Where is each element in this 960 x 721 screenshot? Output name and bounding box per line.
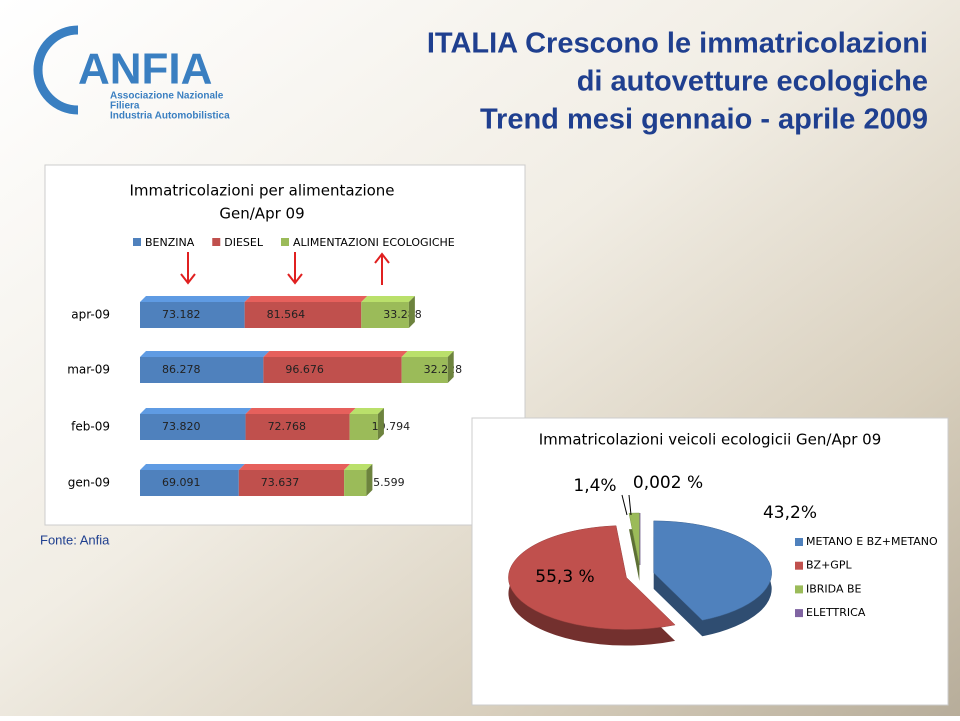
- logo-name: ANFIA: [78, 45, 212, 94]
- slide-title: ITALIA Crescono le immatricolazioni: [427, 28, 928, 60]
- value-label: 69.091: [162, 476, 201, 489]
- legend-label: ALIMENTAZIONI ECOLOGICHE: [293, 236, 455, 249]
- value-label: 73.637: [261, 476, 300, 489]
- value-label: 19.794: [372, 420, 411, 433]
- category-label: feb-09: [71, 420, 110, 434]
- bar-top: [361, 296, 415, 302]
- logo-line: Industria Automobilistica: [110, 111, 230, 122]
- bar-top: [140, 464, 245, 470]
- category-label: apr-09: [71, 308, 110, 322]
- slide-title: di autovetture ecologiche: [577, 66, 928, 98]
- bar-top: [350, 408, 384, 414]
- value-label: 0,002 %: [633, 473, 703, 493]
- bar-top: [263, 351, 407, 357]
- bar: [263, 357, 401, 383]
- value-label: 81.564: [267, 308, 306, 321]
- slide-title: Trend mesi gennaio - aprile 2009: [480, 104, 928, 136]
- source: Fonte: Anfia: [40, 532, 110, 547]
- bar: [140, 357, 263, 383]
- legend-swatch: [795, 609, 803, 617]
- value-label: 86.278: [162, 363, 201, 376]
- value-label: 33.288: [383, 308, 422, 321]
- chart-title: Immatricolazioni per alimentazione: [129, 182, 394, 200]
- legend-label: METANO E BZ+METANO: [806, 535, 938, 548]
- value-label: 73.820: [162, 420, 201, 433]
- value-label: 43,2%: [763, 503, 817, 523]
- category-label: mar-09: [67, 363, 110, 377]
- bar: [344, 470, 366, 496]
- legend-swatch: [795, 562, 803, 570]
- bar-top: [140, 351, 269, 357]
- legend-label: BZ+GPL: [806, 559, 852, 572]
- legend-label: IBRIDA BE: [806, 582, 862, 595]
- value-label: 32.228: [424, 363, 463, 376]
- bar-top: [245, 296, 368, 302]
- legend-swatch: [133, 238, 141, 246]
- legend-label: ELETTRICA: [806, 606, 866, 619]
- legend-swatch: [212, 238, 220, 246]
- value-label: 1,4%: [573, 476, 616, 496]
- legend-swatch: [795, 585, 803, 593]
- chart-title: Gen/Apr 09: [219, 205, 304, 223]
- bar-top: [140, 408, 252, 414]
- value-label: 55,3 %: [535, 567, 594, 587]
- value-label: 96.676: [285, 363, 324, 376]
- chart-title: Immatricolazioni veicoli ecologicii Gen/…: [539, 431, 882, 449]
- bar-top: [140, 296, 251, 302]
- value-label: 72.768: [268, 420, 307, 433]
- legend-swatch: [795, 538, 803, 546]
- legend-label: BENZINA: [145, 236, 195, 249]
- legend-swatch: [281, 238, 289, 246]
- bar-top: [246, 408, 356, 414]
- bar-top: [402, 351, 454, 357]
- category-label: gen-09: [68, 476, 110, 490]
- value-label: 73.182: [162, 308, 201, 321]
- bar-top: [239, 464, 350, 470]
- legend-label: DIESEL: [224, 236, 264, 249]
